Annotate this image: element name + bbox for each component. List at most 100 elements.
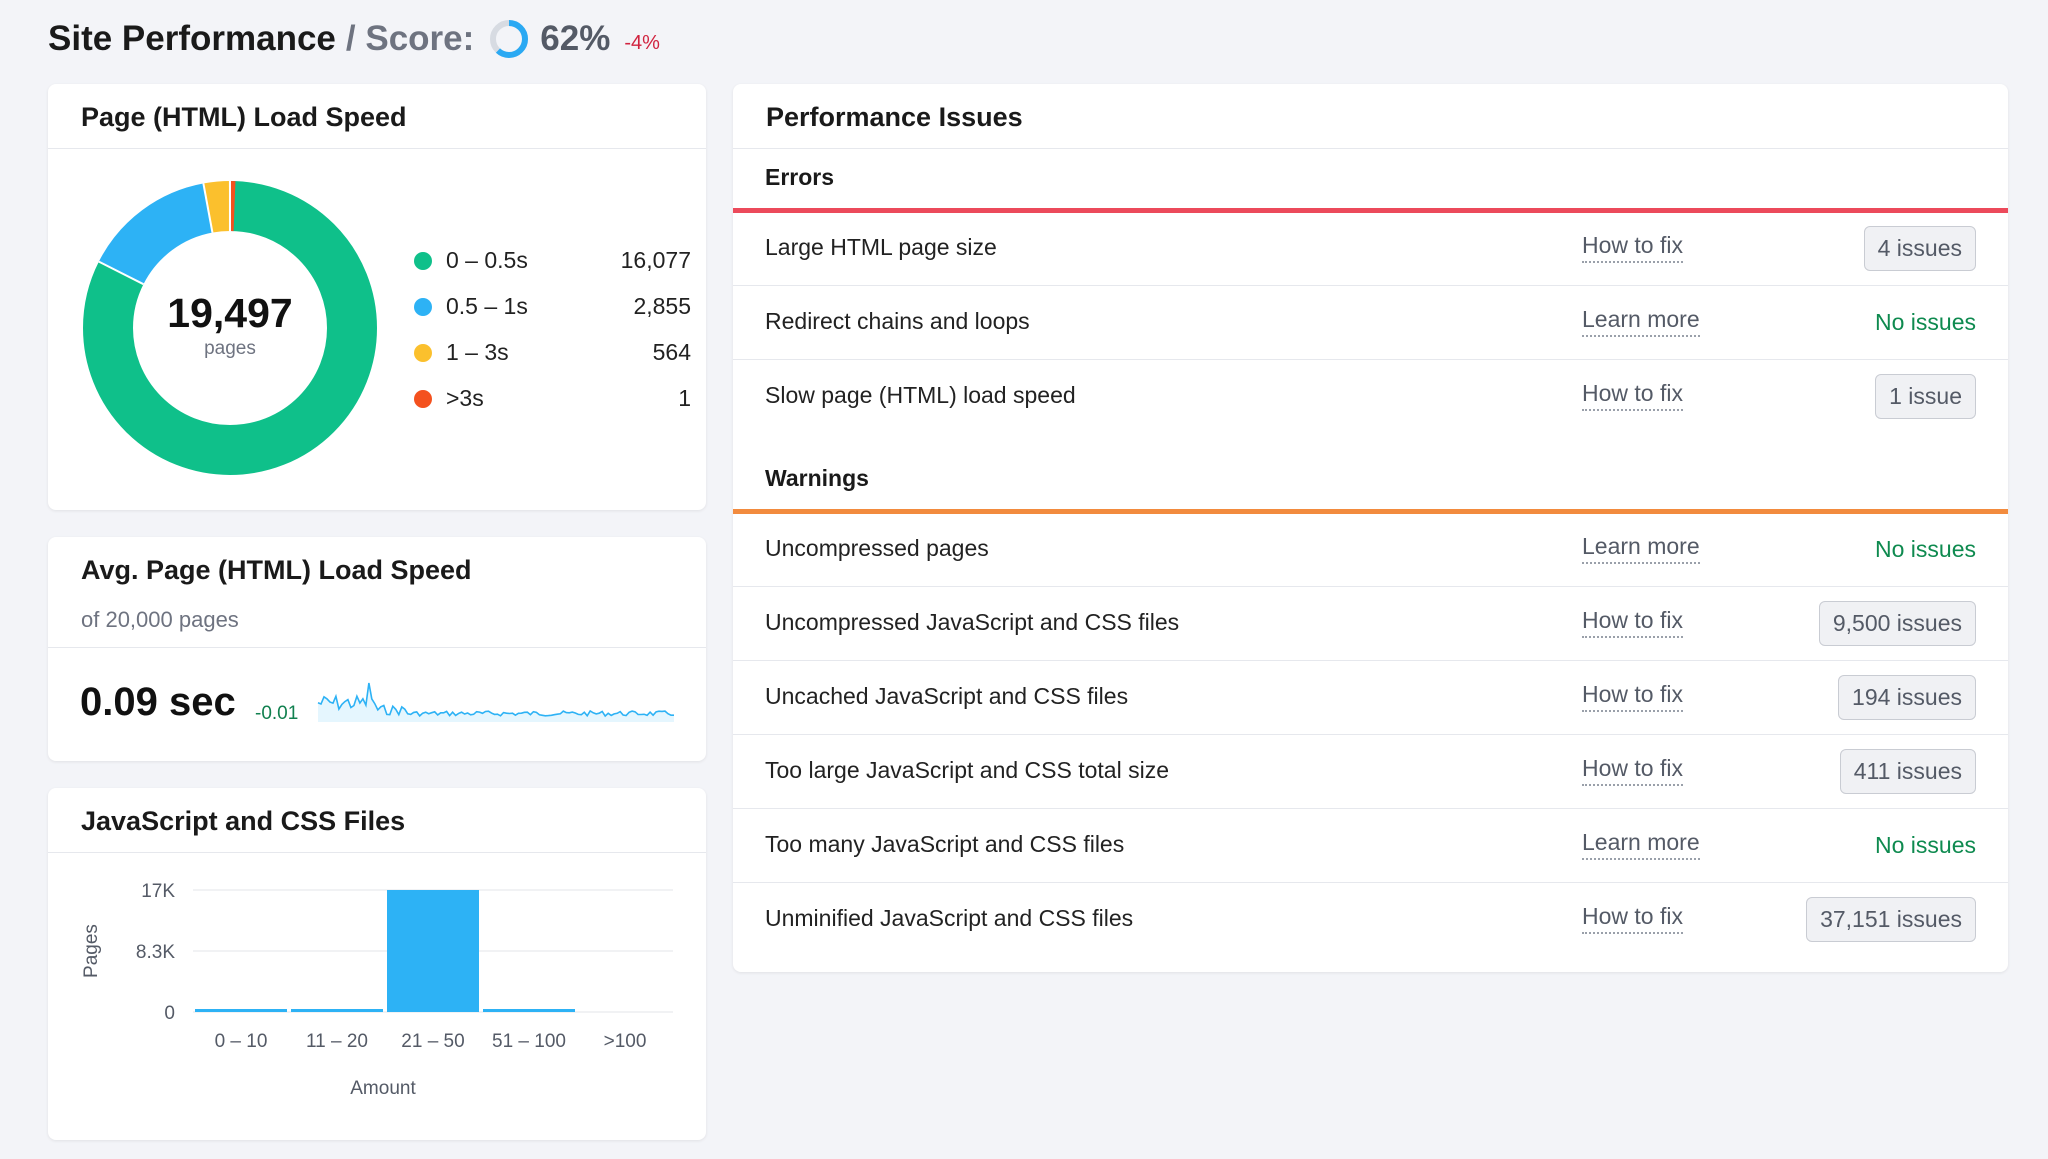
legend-count: 1 xyxy=(678,385,691,411)
y-tick-label: 0 xyxy=(164,1003,175,1024)
learn-more-link[interactable]: Learn more xyxy=(1582,533,1700,564)
errors-section-title: Errors xyxy=(765,164,835,190)
how-to-fix-link[interactable]: How to fix xyxy=(1582,681,1683,712)
how-to-fix-link[interactable]: How to fix xyxy=(1582,755,1683,786)
row-divider xyxy=(733,660,2008,661)
donut-total: 19,497 xyxy=(167,290,293,336)
issue-name: Uncached JavaScript and CSS files xyxy=(765,683,1129,709)
issues-count-button[interactable]: 37,151 issues xyxy=(1806,897,1976,942)
donut-total-label: pages xyxy=(204,338,256,359)
y-axis-label: Pages xyxy=(81,924,102,978)
row-divider xyxy=(733,285,2008,286)
issues-count-button[interactable]: 411 issues xyxy=(1839,749,1976,794)
issues-count-button[interactable]: 9,500 issues xyxy=(1818,601,1976,646)
issue-name: Uncompressed JavaScript and CSS files xyxy=(765,609,1180,635)
issue-row: Redirect chains and loops Learn more No is… xyxy=(733,287,2008,360)
page-header: Site Performance / Score: 62% -4% xyxy=(48,14,660,64)
legend-dot-icon xyxy=(414,252,432,270)
how-to-fix-link[interactable]: How to fix xyxy=(1582,607,1683,638)
row-divider xyxy=(733,882,2008,883)
learn-more-link[interactable]: Learn more xyxy=(1582,829,1700,860)
x-axis-label: Amount xyxy=(350,1078,416,1099)
js-css-title: JavaScript and CSS Files xyxy=(81,806,406,836)
issue-name: Too large JavaScript and CSS total size xyxy=(765,757,1169,783)
how-to-fix-link[interactable]: How to fix xyxy=(1582,232,1683,263)
issue-row: Uncached JavaScript and CSS files How to … xyxy=(733,662,2008,735)
legend-item[interactable]: 0 – 0.5s 16,077 xyxy=(414,246,691,276)
issue-row: Uncompressed pages Learn more No issues xyxy=(733,514,2008,587)
legend-dot-icon xyxy=(414,298,432,316)
no-issues-status: No issues xyxy=(1875,309,1976,335)
bar-2[interactable] xyxy=(387,890,479,1012)
card-divider xyxy=(48,852,706,853)
legend-label: 1 – 3s xyxy=(446,339,509,365)
js-css-bar-chart: 17K 8.3K 0 Pages 0 – 10 11 – 20 21 – 50 51 – 10… xyxy=(81,881,673,1099)
row-divider xyxy=(733,586,2008,587)
page-title: Site Performance xyxy=(48,19,336,58)
issue-name: Redirect chains and loops xyxy=(765,308,1030,334)
issue-name: Too many JavaScript and CSS files xyxy=(765,831,1125,857)
issue-row: Uncompressed JavaScript and CSS files How… xyxy=(733,588,2008,661)
score-ring-icon xyxy=(490,20,529,58)
x-tick-label: 11 – 20 xyxy=(306,1031,368,1052)
legend-label: 0 – 0.5s xyxy=(446,247,528,273)
row-divider xyxy=(733,359,2008,360)
score-delta: -4% xyxy=(624,31,660,54)
avg-load-speed-card: Avg. Page (HTML) Load Speed of 20,000 pa… xyxy=(48,537,706,761)
errors-accent-bar xyxy=(733,208,2008,213)
issues-count-button[interactable]: 194 issues xyxy=(1838,675,1976,720)
x-tick-label: 0 – 10 xyxy=(215,1031,268,1052)
warnings-section-title: Warnings xyxy=(765,465,869,491)
sparkline-line xyxy=(317,682,674,718)
bar-1[interactable] xyxy=(291,1009,383,1012)
legend-item[interactable]: >3s 1 xyxy=(414,384,691,414)
how-to-fix-link[interactable]: How to fix xyxy=(1582,903,1683,934)
legend-item[interactable]: 1 – 3s 564 xyxy=(414,338,691,368)
y-tick-label: 8.3K xyxy=(136,942,175,963)
legend-count: 564 xyxy=(652,339,691,365)
score-label: / Score: xyxy=(345,19,475,58)
issues-title: Performance Issues xyxy=(766,102,1023,132)
learn-more-link[interactable]: Learn more xyxy=(1582,306,1700,337)
legend-dot-icon xyxy=(414,390,432,408)
sparkline-area xyxy=(318,683,674,722)
issue-row: Too large JavaScript and CSS total size H… xyxy=(733,736,2008,809)
load-speed-title: Page (HTML) Load Speed xyxy=(81,102,407,132)
score-value: 62% xyxy=(540,19,611,58)
legend-label: >3s xyxy=(446,385,484,411)
issue-row: Unminified JavaScript and CSS files How t… xyxy=(733,884,2008,957)
donut-separator-1 xyxy=(98,260,144,286)
avg-speed-value: 0.09 sec xyxy=(80,680,236,724)
donut-chart[interactable] xyxy=(80,178,380,478)
issue-name: Uncompressed pages xyxy=(765,535,989,561)
avg-speed-sparkline[interactable] xyxy=(316,677,676,722)
y-tick-label: 17K xyxy=(141,881,175,902)
issue-name: Large HTML page size xyxy=(765,234,997,260)
load-speed-donut[interactable]: 19,497 pages xyxy=(80,178,380,478)
bar-0[interactable] xyxy=(195,1009,287,1012)
legend-label: 0.5 – 1s xyxy=(446,293,528,319)
load-speed-card: Page (HTML) Load Speed 19,497 pages 0 – … xyxy=(48,84,706,510)
row-divider xyxy=(733,808,2008,809)
legend-count: 2,855 xyxy=(633,293,691,319)
bar-3[interactable] xyxy=(483,1009,575,1012)
issue-name: Unminified JavaScript and CSS files xyxy=(765,905,1134,931)
card-divider xyxy=(48,647,706,648)
card-divider xyxy=(48,148,706,149)
issue-row: Too many JavaScript and CSS files Learn m… xyxy=(733,810,2008,883)
performance-issues-card: Performance Issues Errors Large HTML pag… xyxy=(733,84,2008,972)
issue-name: Slow page (HTML) load speed xyxy=(765,382,1076,408)
warnings-accent-bar xyxy=(733,509,2008,514)
issues-count-button[interactable]: 4 issues xyxy=(1863,226,1976,271)
no-issues-status: No issues xyxy=(1875,536,1976,562)
issues-count-button[interactable]: 1 issue xyxy=(1875,374,1976,419)
avg-speed-title: Avg. Page (HTML) Load Speed xyxy=(81,555,472,585)
x-tick-label: >100 xyxy=(604,1031,647,1052)
score-ring-progress xyxy=(490,20,529,58)
issue-row: Large HTML page size How to fix 4 issues xyxy=(733,213,2008,286)
card-divider xyxy=(733,148,2008,149)
legend-dot-icon xyxy=(414,344,432,362)
legend-item[interactable]: 0.5 – 1s 2,855 xyxy=(414,292,691,322)
legend-count: 16,077 xyxy=(620,247,691,273)
how-to-fix-link[interactable]: How to fix xyxy=(1582,380,1683,411)
